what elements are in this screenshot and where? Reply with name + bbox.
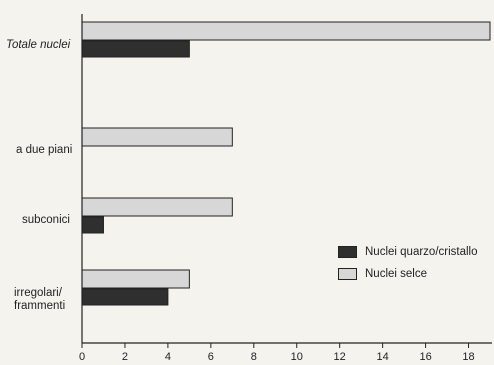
bar-selce-0 <box>81 21 491 41</box>
legend-label-quarzo: Nuclei quarzo/cristallo <box>365 246 478 258</box>
x-tick-label-4: 4 <box>164 351 171 363</box>
legend-swatch-light <box>338 268 357 280</box>
legend-item-selce: Nuclei selce <box>338 266 478 282</box>
bar-selce-3 <box>81 269 190 289</box>
x-tick-label-18: 18 <box>462 351 475 363</box>
category-label-a-due-piani: a due piani <box>16 144 73 156</box>
x-tick-label-8: 8 <box>250 351 257 363</box>
legend-swatch-dark <box>338 246 357 258</box>
bar-selce-2 <box>81 197 233 217</box>
bars-group <box>81 21 491 306</box>
bar-quarzo-2 <box>81 216 104 234</box>
category-label-totale-nuclei: Totale nuclei <box>6 39 71 51</box>
x-tick-label-2: 2 <box>121 351 128 363</box>
bar-quarzo-0 <box>81 40 190 58</box>
legend-item-quarzo: Nuclei quarzo/cristallo <box>338 244 478 260</box>
x-tick-label-6: 6 <box>207 351 214 363</box>
x-tick-label-14: 14 <box>376 351 389 363</box>
bar-quarzo-3 <box>81 288 169 306</box>
x-tick-label-12: 12 <box>333 351 346 363</box>
legend: Nuclei quarzo/cristallo Nuclei selce <box>338 244 478 288</box>
x-tick-label-10: 10 <box>290 351 303 363</box>
category-label-subconici: subconici <box>22 214 70 226</box>
category-label-irregolari-frammenti: irregolari/ frammenti <box>14 287 66 312</box>
bar-selce-1 <box>81 127 233 147</box>
x-tick-label-16: 16 <box>419 351 432 363</box>
x-ticks-group <box>81 343 470 348</box>
legend-label-selce: Nuclei selce <box>365 268 427 280</box>
x-tick-label-0: 0 <box>78 351 86 363</box>
